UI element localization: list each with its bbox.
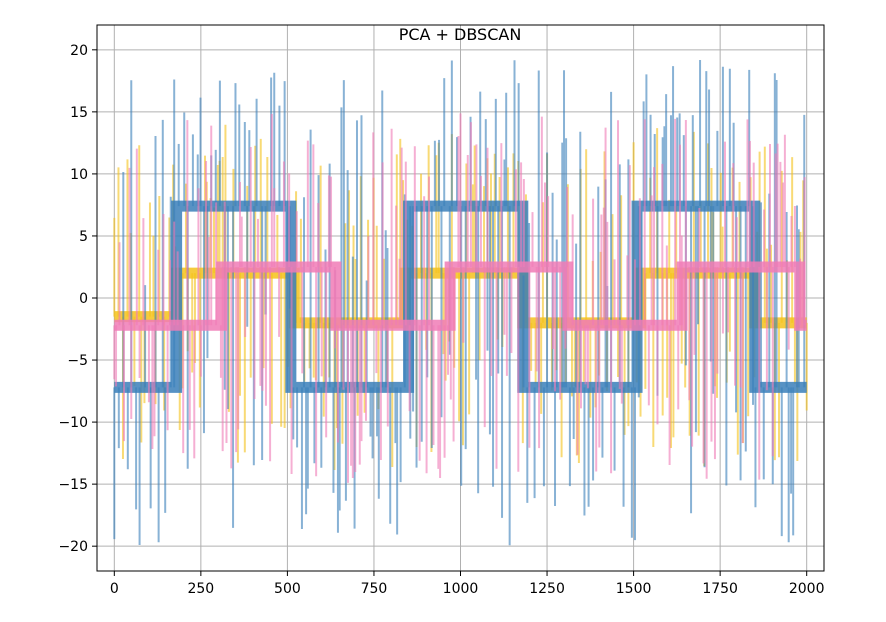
plot-layer xyxy=(113,59,808,546)
x-tick-label: 1000 xyxy=(443,581,479,597)
y-tick-label: 5 xyxy=(79,229,88,245)
y-tick-label: 10 xyxy=(70,167,88,183)
series-2-spikes xyxy=(113,113,806,483)
x-tick-label: 2000 xyxy=(789,581,825,597)
tick-layer: 0 250 500 750 1000 1250 1500 1750 2000 −20 −15 −10 −… xyxy=(58,43,824,597)
series-2 xyxy=(113,113,807,483)
y-tick-label: 0 xyxy=(79,291,88,307)
y-tick-label: −15 xyxy=(58,477,88,493)
x-tick-label: 1750 xyxy=(702,581,738,597)
chart-title: PCA + DBSCAN xyxy=(399,25,522,44)
x-tick-label: 1500 xyxy=(616,581,652,597)
y-tick-label: 15 xyxy=(70,105,88,121)
y-tick-label: 20 xyxy=(70,43,88,59)
y-tick-label: −20 xyxy=(58,539,88,555)
x-tick-label: 250 xyxy=(187,581,214,597)
y-tick-label: −5 xyxy=(67,353,88,369)
x-tick-label: 500 xyxy=(274,581,301,597)
series-1-step-line xyxy=(114,200,807,393)
x-tick-label: 750 xyxy=(361,581,388,597)
series-2-step-line xyxy=(114,261,807,331)
x-tick-label: 1250 xyxy=(529,581,565,597)
x-tick-label: 0 xyxy=(110,581,119,597)
y-tick-label: −10 xyxy=(58,415,88,431)
